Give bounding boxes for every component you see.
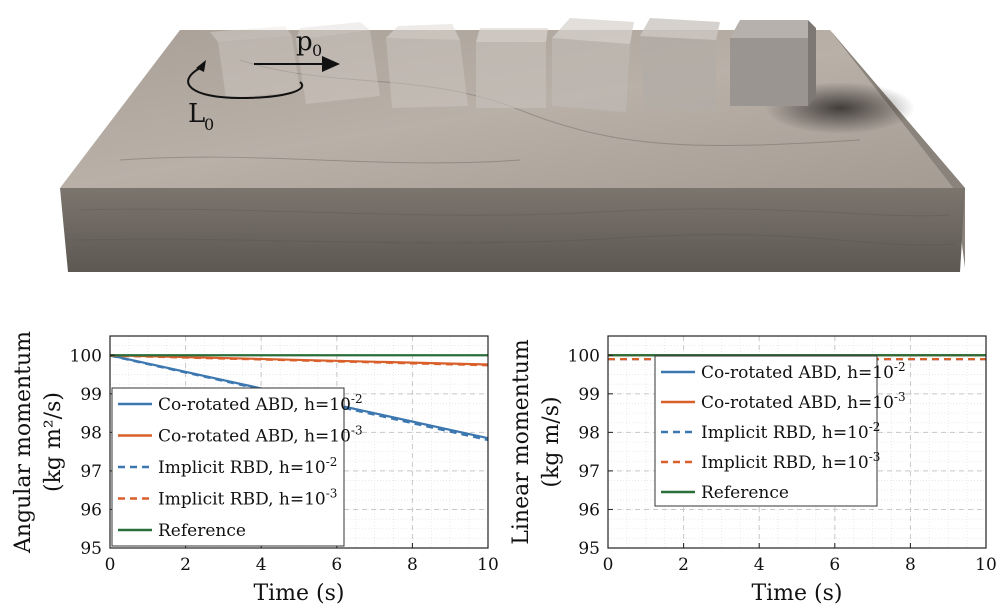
y-tick-label: 96 [578,500,600,520]
x-tick-label: 4 [754,555,765,575]
cube-frame [476,28,548,108]
plot-frame [109,335,489,549]
x-tick-label: 2 [678,555,689,575]
legend-label-1: Co-rotated ABD, h=10-3 [158,424,363,447]
legend-label-4: Reference [701,483,789,503]
legend-label-2: Implicit RBD, h=10-2 [701,420,880,443]
x-axis-label: Time (s) [253,581,344,606]
slab-front-face [60,188,965,272]
slab-texture [74,59,956,246]
cube-frame [386,24,468,108]
angular-momentum-chart: 0 2 4 6 8 10 95 96 97 98 99 100 Time (s) Angular mome… [11,331,498,606]
y-axis-unit-label: (kg m/s) [539,396,564,487]
cube-frame [730,20,816,106]
linear-momentum-chart: 0 2 4 6 8 10 95 96 97 98 99 100 Time (s) Linear momen… [509,335,996,606]
angular-momentum-arrowhead [196,60,206,72]
y-axis-unit-label: (kg m²/s) [41,392,66,492]
y-axis-label: Angular momentum [11,331,36,554]
legend-label-1: Co-rotated ABD, h=10-3 [701,390,906,413]
linear-momentum-subscript: 0 [312,41,322,60]
x-tick-label: 10 [477,555,498,575]
legend-label-2: Implicit RBD, h=10-2 [158,455,337,478]
x-tick-label: 6 [331,555,342,575]
legend-box [111,387,345,547]
y-tick-label: 100 [70,346,102,366]
cube-frame [640,18,720,110]
x-tick-label: 4 [256,555,267,575]
x-tick-label: 6 [829,555,840,575]
y-tick-label: 97 [80,462,102,482]
y-tick-label: 98 [578,423,600,443]
x-tick-label: 10 [975,555,996,575]
y-tick-label: 95 [80,539,102,559]
y-tick-label: 98 [80,423,102,443]
y-tick-label: 99 [578,385,600,405]
legend-label-0: Co-rotated ABD, h=10-2 [158,392,363,415]
legend-label-4: Reference [158,521,246,541]
legend: Co-rotated ABD, h=10-2 Co-rotated ABD, h=… [654,355,906,507]
x-tick-label: 2 [180,555,191,575]
angular-momentum-arrow [187,67,303,100]
y-axis-label: Linear momentum [509,339,534,545]
y-tick-label: 99 [80,385,102,405]
y-tick-label: 96 [80,500,102,520]
y-tick-label: 100 [568,346,600,366]
simulation-scene: p 0 L 0 [60,18,965,272]
x-tick-label: 0 [105,555,116,575]
cube-frame [210,26,300,98]
legend-label-3: Implicit RBD, h=10-3 [701,450,880,473]
x-axis-label: Time (s) [751,581,842,606]
x-tick-label: 8 [407,555,418,575]
legend-label-3: Implicit RBD, h=10-3 [158,487,337,510]
cube-frame [552,18,634,112]
x-tick-label: 8 [905,555,916,575]
y-tick-label: 97 [578,462,600,482]
legend: Co-rotated ABD, h=10-2 Co-rotated ABD, h=… [111,387,363,547]
plot-frame [607,335,987,549]
legend-label-0: Co-rotated ABD, h=10-2 [701,360,906,383]
linear-momentum-label: p [296,27,313,57]
y-tick-label: 95 [578,539,600,559]
series-line-3 [109,354,489,367]
x-tick-label: 0 [603,555,614,575]
angular-momentum-label: L [188,99,205,129]
angular-momentum-subscript: 0 [204,115,214,134]
